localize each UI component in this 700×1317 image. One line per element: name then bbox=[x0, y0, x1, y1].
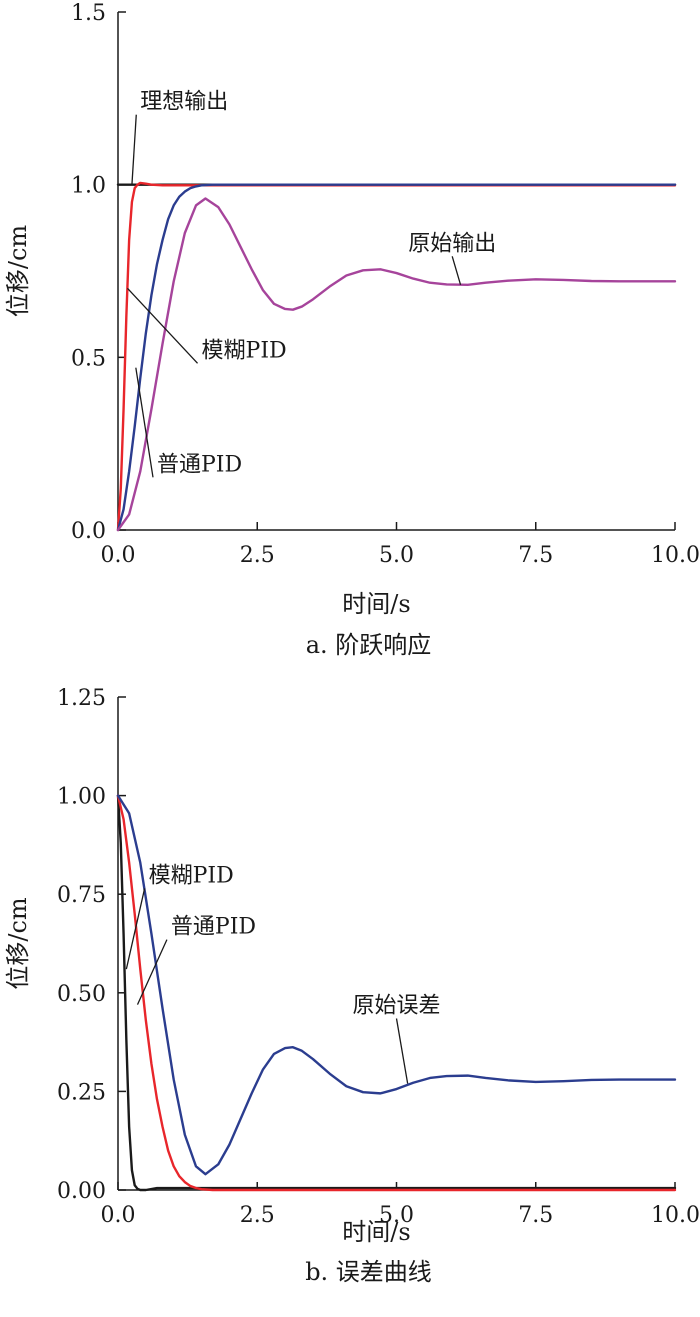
x-tick-label: 10.0 bbox=[651, 1203, 700, 1228]
annotation-leader bbox=[395, 1018, 409, 1084]
annotation-ideal-output: 理想输出 bbox=[140, 90, 228, 115]
series-line-standard-pid bbox=[116, 183, 677, 532]
x-tick-label: 2.5 bbox=[240, 543, 275, 568]
y-tick-label: 0.5 bbox=[71, 346, 106, 371]
error-curve-chart: 0.0 2.5 5.0 7.5 10.0 0.00 0.25 0.50 0.75 1.00 1.25… bbox=[4, 686, 700, 1286]
y-tick-label: 0.25 bbox=[57, 1080, 106, 1105]
y-axis-title: 位移/cm bbox=[4, 225, 32, 318]
x-axis-title: 时间/s bbox=[342, 590, 410, 618]
y-tick-label: 1.5 bbox=[71, 1, 106, 26]
y-tick-label: 0.0 bbox=[71, 519, 106, 544]
annotation-leader bbox=[126, 287, 199, 364]
y-tick-label: 0.75 bbox=[57, 883, 106, 908]
series-line-raw-error bbox=[116, 794, 677, 1176]
x-axis-title: 时间/s bbox=[342, 1218, 410, 1246]
y-tick-label: 1.25 bbox=[57, 686, 106, 711]
x-tick-label: 5.0 bbox=[379, 543, 414, 568]
annotation-leader bbox=[131, 114, 137, 185]
chart-caption: b. 误差曲线 bbox=[305, 1258, 432, 1286]
x-tick-label: 7.5 bbox=[518, 1203, 553, 1228]
annotation-standard-pid: 普通PID bbox=[171, 915, 256, 940]
annotation-leader bbox=[451, 256, 462, 285]
x-tick-label: 7.5 bbox=[518, 543, 553, 568]
annotation-leader bbox=[125, 888, 146, 970]
x-tick-label: 2.5 bbox=[240, 1203, 275, 1228]
y-tick-label: 1.0 bbox=[71, 174, 106, 199]
x-tick-label: 10.0 bbox=[651, 543, 700, 568]
x-tick-label: 0.0 bbox=[101, 1203, 136, 1228]
series-line-raw-output bbox=[116, 197, 677, 532]
annotation-leader bbox=[135, 367, 154, 478]
y-axis-title: 位移/cm bbox=[4, 897, 32, 990]
annotation-raw-output: 原始输出 bbox=[408, 231, 496, 256]
annotation-fuzzy-pid: 模糊PID bbox=[149, 863, 234, 888]
series-line-fuzzy-pid bbox=[116, 794, 677, 1192]
step-response-chart: 0.0 2.5 5.0 7.5 10.0 0.0 0.5 1.0 1.5 时间/s 位移/cm a. … bbox=[4, 1, 700, 659]
x-tick-label: 5.0 bbox=[379, 1203, 414, 1228]
y-tick-label: 0.50 bbox=[57, 982, 106, 1007]
annotation-raw-error: 原始误差 bbox=[352, 994, 440, 1019]
y-tick-label: 1.00 bbox=[57, 785, 106, 810]
annotation-fuzzy-pid: 模糊PID bbox=[202, 338, 287, 363]
y-tick-label: 0.00 bbox=[57, 1179, 106, 1204]
chart-caption: a. 阶跃响应 bbox=[306, 631, 432, 659]
annotation-leader bbox=[136, 939, 168, 1005]
series-line-standard-pid bbox=[116, 794, 677, 1192]
annotation-standard-pid: 普通PID bbox=[157, 452, 242, 477]
x-tick-label: 0.0 bbox=[101, 543, 136, 568]
